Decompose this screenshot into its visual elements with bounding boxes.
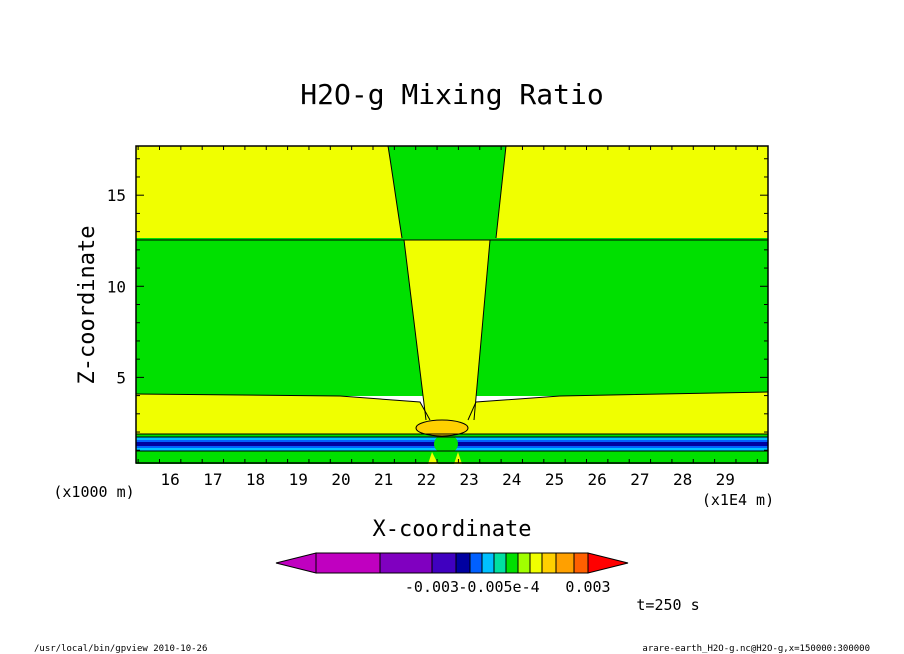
colorbar-swatch [469,552,483,574]
chart-title: H2O-g Mixing Ratio [300,78,603,111]
x-tick-label: 24 [502,470,521,489]
contour-lines [135,145,769,452]
x-tick-label: 17 [203,470,222,489]
lower-yellow-band [136,392,768,440]
colorbar-label-1: -0.003 [405,578,459,596]
colorbar-swatch [517,552,531,574]
x-tick-label: 23 [459,470,478,489]
colorbar-label-3: 0.003 [565,578,610,596]
x-tick-labels: 16 17 18 19 20 21 22 23 24 25 26 27 28 29 [161,470,735,489]
yellow-tip-right [454,452,462,464]
x-tick-label: 16 [161,470,180,489]
y-unit-label: (x1000 m) [53,483,134,501]
x-tick-label: 29 [716,470,735,489]
footer-left: /usr/local/bin/gpview 2010-10-26 [34,644,207,654]
colorbar-right-arrow [587,552,629,574]
colorbar-swatch [555,552,575,574]
y-axis-label: Z-coordinate [75,226,100,385]
y-tick-label: 15 [107,186,126,205]
y-tick-labels: 5 10 15 [107,186,126,387]
footer-right: arare-earth_H2O-g.nc@H2O-g,x=150000:3000… [642,644,870,654]
x-tick-label: 28 [673,470,692,489]
x-tick-label: 25 [545,470,564,489]
colorbar-label-2: -0.005e-4 [458,578,539,596]
colorbar-swatch [315,552,381,574]
colorbar-swatch [541,552,557,574]
tick-marks [136,146,768,463]
colorbar-swatch [455,552,471,574]
y-tick-label: 5 [116,368,126,387]
colorbar-left-arrow [275,552,317,574]
x-tick-label: 19 [289,470,308,489]
x-tick-label: 20 [331,470,350,489]
x-tick-label: 21 [374,470,393,489]
colorbar-swatch [379,552,433,574]
x-axis-label: X-coordinate [373,517,532,542]
colorbar-swatch [505,552,519,574]
colorbar-swatch [573,552,589,574]
x-unit-label: (x1E4 m) [702,491,774,509]
yellow-tip-left [428,452,438,464]
colorbar-swatch [431,552,457,574]
gap-green-blob [434,434,458,454]
time-label: t=250 s [636,596,699,614]
x-tick-label: 26 [588,470,607,489]
y-tick-label: 10 [107,277,126,296]
upper-green-column [388,146,506,238]
x-tick-label: 22 [417,470,436,489]
orange-feature [415,419,469,437]
colorbar-swatch [481,552,495,574]
colorbar [275,552,629,574]
plot-area [135,145,769,464]
central-yellow-column [404,240,490,420]
colorbar-swatch [493,552,507,574]
x-tick-label: 18 [246,470,265,489]
colorbar-swatch [529,552,543,574]
x-tick-label: 27 [630,470,649,489]
